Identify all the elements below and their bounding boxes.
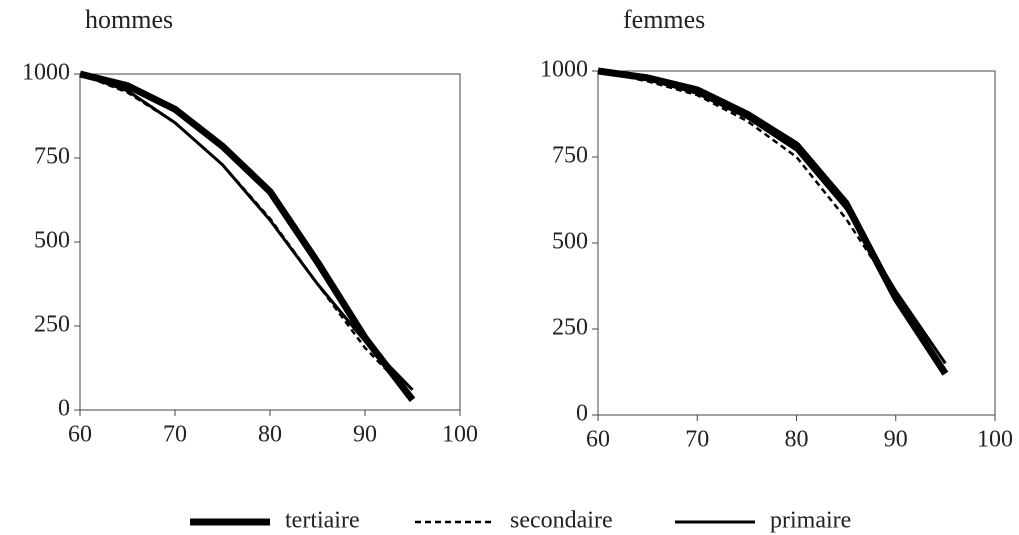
chart-title: femmes <box>623 5 705 34</box>
line-series <box>79 72 414 398</box>
plot-frame <box>79 73 461 411</box>
x-tick-label: 60 <box>68 422 92 448</box>
y-tick-label: 0 <box>576 401 588 427</box>
y-tick-label: 1000 <box>22 60 70 86</box>
x-tick-label: 60 <box>586 427 610 453</box>
y-tick-label: 500 <box>34 228 70 254</box>
x-tick-label: 90 <box>353 422 377 448</box>
x-tick-label: 70 <box>163 422 187 448</box>
legend-label: secondaire <box>510 508 613 534</box>
y-tick-label: 750 <box>552 143 588 169</box>
line-series <box>597 69 947 365</box>
y-tick-label: 0 <box>58 396 70 422</box>
line-series <box>597 67 949 376</box>
x-tick-label: 100 <box>442 422 478 448</box>
x-tick-label: 80 <box>785 427 809 453</box>
y-tick-label: 500 <box>552 229 588 255</box>
y-tick-label: 250 <box>552 315 588 341</box>
legend-label: primaire <box>770 508 851 534</box>
legend-label: tertiaire <box>285 508 360 534</box>
chart-title: hommes <box>85 5 173 34</box>
line-series <box>79 70 416 403</box>
x-tick-label: 100 <box>977 427 1013 453</box>
line-series <box>597 69 947 371</box>
y-tick-label: 250 <box>34 312 70 338</box>
x-tick-label: 70 <box>685 427 709 453</box>
x-tick-label: 80 <box>258 422 282 448</box>
line-series <box>79 72 414 391</box>
y-tick-label: 1000 <box>540 57 588 83</box>
x-tick-label: 90 <box>884 427 908 453</box>
y-tick-label: 750 <box>34 144 70 170</box>
